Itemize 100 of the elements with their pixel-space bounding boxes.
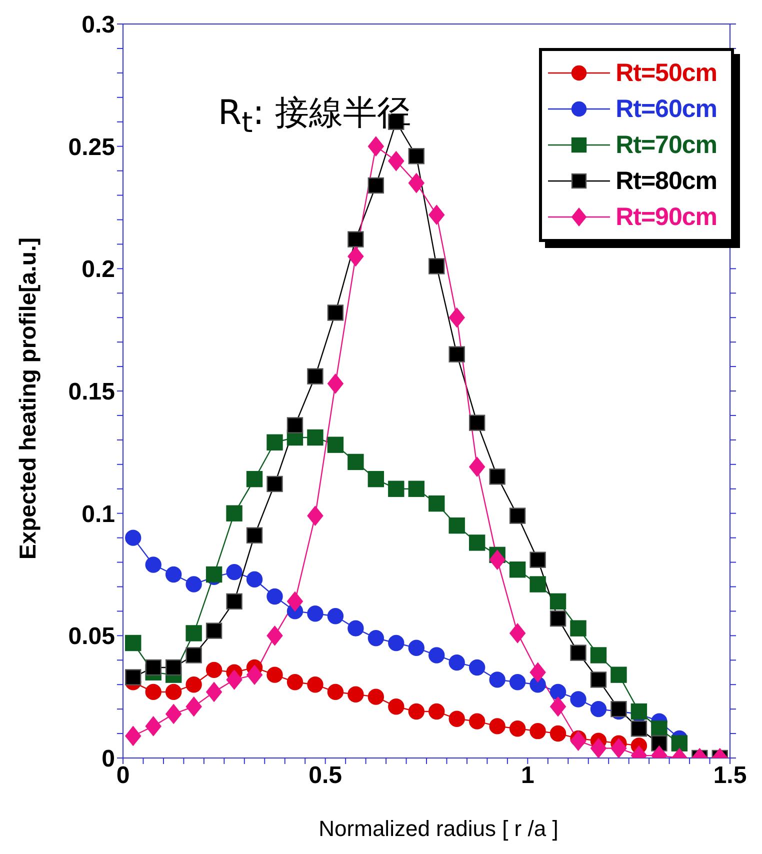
point: [246, 527, 263, 544]
point: [408, 173, 424, 193]
point: [651, 720, 668, 737]
point: [388, 634, 404, 652]
point: [286, 592, 303, 612]
point: [550, 725, 566, 742]
point: [206, 682, 222, 702]
point: [468, 534, 486, 551]
point: [145, 716, 162, 736]
point: [610, 666, 627, 683]
y-axis-title: Expected heating profile[a.u.]: [14, 236, 42, 560]
legend-label: Rt=50cm: [616, 58, 717, 88]
point: [530, 576, 546, 592]
point: [226, 505, 242, 522]
point: [388, 151, 404, 171]
point: [348, 454, 364, 470]
point: [530, 722, 546, 740]
y-tick-label: 0.2: [82, 256, 115, 284]
point: [246, 470, 263, 488]
point: [468, 713, 486, 730]
point: [428, 204, 445, 225]
point: [327, 436, 344, 453]
point: [489, 550, 506, 570]
legend-label: Rt=90cm: [616, 202, 717, 232]
point: [368, 136, 384, 156]
point: [125, 726, 142, 746]
point: [165, 659, 182, 676]
point: [509, 508, 526, 524]
point: [348, 620, 364, 636]
y-tick-label: 0.05: [68, 623, 115, 650]
point: [408, 480, 424, 497]
point: [550, 610, 566, 627]
point: [550, 593, 566, 610]
point: [610, 700, 627, 718]
point: [327, 684, 344, 700]
point: [286, 674, 304, 690]
point: [448, 346, 465, 362]
point: [307, 506, 324, 526]
point: [348, 231, 364, 248]
point: [266, 626, 283, 646]
point: [368, 630, 384, 646]
point: [165, 566, 182, 583]
point: [509, 674, 526, 690]
point: [327, 608, 344, 624]
y-tick-label: 0.25: [68, 134, 115, 161]
point: [428, 647, 445, 664]
x-tick-label: 0.5: [308, 762, 342, 790]
point: [186, 696, 202, 716]
legend-label: Rt=60cm: [616, 94, 717, 124]
point: [510, 623, 526, 644]
point: [448, 517, 465, 534]
point: [428, 258, 445, 274]
point: [307, 606, 324, 622]
point: [307, 429, 324, 446]
point: [206, 662, 222, 678]
point: [125, 669, 142, 686]
point: [530, 662, 546, 682]
point: [266, 588, 283, 605]
point: [125, 530, 142, 546]
point: [266, 666, 283, 683]
point: [468, 659, 486, 676]
point: [206, 622, 222, 639]
point: [590, 672, 607, 688]
point: [145, 659, 162, 676]
point: [388, 698, 404, 715]
point: [368, 470, 384, 488]
point: [408, 640, 424, 656]
point: [408, 148, 424, 164]
point: [469, 456, 486, 477]
point: [550, 684, 566, 700]
x-tick-label: 1: [520, 762, 534, 790]
point: [448, 654, 465, 671]
point: [266, 476, 283, 492]
point: [509, 562, 526, 578]
point: [388, 480, 404, 497]
point: [266, 434, 283, 450]
point: [550, 696, 566, 716]
point: [590, 647, 607, 664]
point: [630, 703, 648, 720]
point: [468, 414, 486, 431]
y-tick-label: 0.3: [82, 12, 115, 39]
point: [489, 468, 506, 485]
point: [145, 684, 162, 700]
point: [206, 566, 222, 583]
point: [448, 710, 465, 727]
point: [368, 177, 384, 194]
point: [428, 495, 445, 512]
point: [246, 664, 263, 685]
point: [489, 718, 506, 734]
x-axis-title: Normalized radius [ r /a ]: [318, 816, 560, 842]
point: [671, 735, 688, 752]
point: [570, 644, 586, 661]
point: [165, 684, 182, 700]
point: [186, 676, 202, 693]
point: [327, 304, 344, 321]
point: [125, 634, 142, 652]
point: [166, 704, 182, 724]
point: [226, 593, 242, 610]
x-tick-label: 1.5: [713, 762, 747, 790]
point: [348, 686, 364, 702]
